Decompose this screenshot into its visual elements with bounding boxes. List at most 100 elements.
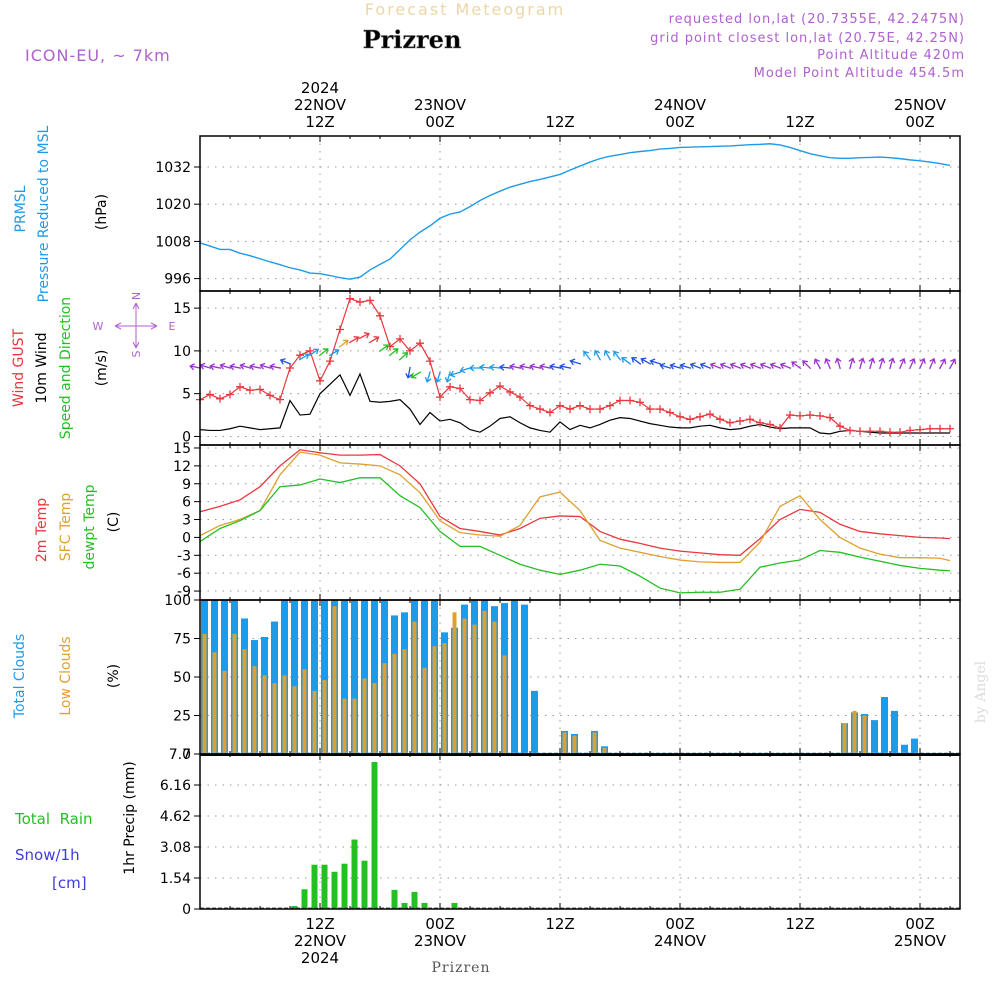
wind-panel: [189, 294, 957, 437]
wind-direction-arrow: [929, 357, 936, 370]
wind-gust-marker: [226, 390, 234, 399]
time-label-bottom: 23NOV: [414, 932, 467, 950]
t2m-line: [199, 449, 951, 556]
wind-gust-marker: [766, 420, 774, 429]
wind-direction-arrow: [719, 362, 732, 369]
wind-gust-marker: [816, 411, 824, 420]
time-label-bottom: 12Z: [785, 915, 814, 933]
wind-direction-arrow: [405, 366, 413, 379]
precip-label-0: Total Rain: [14, 810, 93, 828]
wind-direction-arrow: [488, 363, 502, 371]
wind-direction-arrow: [444, 371, 452, 383]
low-cloud-bar: [842, 723, 847, 754]
low-cloud-bar: [862, 715, 867, 754]
low-cloud-bar: [202, 633, 207, 754]
total-cloud-bar: [871, 720, 878, 754]
low-cloud-bar: [592, 732, 597, 754]
rain-bar: [291, 905, 298, 909]
wind-gust-marker: [566, 405, 574, 414]
wind-gust-marker: [846, 426, 854, 435]
clouds-ytick-label: 0: [182, 747, 191, 763]
low-cloud-bar: [242, 649, 247, 754]
rain-bar: [361, 860, 368, 909]
wind-direction-arrow: [848, 357, 856, 370]
total-cloud-bar: [521, 604, 528, 754]
wind-gust-marker: [516, 393, 524, 402]
wind-gust-marker: [376, 311, 384, 320]
low-cloud-bar: [302, 669, 307, 754]
time-label-top: 00Z: [905, 113, 934, 131]
rain-bar: [451, 902, 458, 909]
wind-direction-arrow: [888, 357, 896, 370]
low-cloud-bar: [412, 621, 417, 754]
wind-gust-marker: [756, 418, 764, 427]
wind-gust-marker: [426, 357, 434, 366]
wind-direction-arrow: [948, 358, 957, 370]
wind-gust-marker: [346, 294, 354, 303]
wind-gust-marker: [456, 384, 464, 393]
temp-ytick-label: 0: [182, 530, 191, 546]
low-cloud-bar: [342, 698, 347, 754]
time-label-bottom: 2024: [301, 949, 339, 967]
wind-gust-marker: [856, 427, 864, 436]
pressure-unit: (hPa): [94, 194, 110, 230]
low-cloud-bar: [352, 698, 357, 754]
precip-ytick-label: 3.08: [160, 840, 191, 856]
wind-direction-arrow: [410, 371, 422, 379]
wind-gust-marker: [866, 427, 874, 436]
wind-labels: Wind GUST 10m Wind Speed and Direction (…: [11, 292, 176, 439]
wind-gust-marker: [946, 424, 954, 433]
pressure-ytick-label: 996: [164, 272, 191, 288]
wind-gust-marker: [576, 401, 584, 410]
wind-gust-marker: [886, 428, 894, 437]
cloud-unit: (%): [106, 664, 122, 688]
wind-gust-marker: [326, 357, 334, 366]
wind-direction-arrow: [229, 363, 242, 371]
panel-frames: 99610081020103205101515129630-3-6-902550…: [155, 135, 961, 918]
wind-direction-arrow: [802, 360, 812, 370]
wind-speed-line: [199, 372, 950, 435]
wind-direction-arrow: [434, 371, 442, 383]
wind-direction-arrow: [739, 362, 752, 369]
wind-gust-marker: [696, 412, 704, 421]
clouds-ytick-label: 50: [173, 670, 191, 686]
wind-direction-arrow: [549, 363, 562, 371]
total-cloud-bar: [321, 600, 328, 754]
wind-gust-marker: [476, 396, 484, 405]
wind-gust-marker: [726, 418, 734, 427]
cloud-label-0: Total Clouds: [12, 634, 28, 719]
time-label-top: 12Z: [305, 113, 334, 131]
low-cloud-bar: [442, 643, 447, 754]
wind-gust-marker: [786, 411, 794, 420]
wind-direction-arrow: [791, 361, 802, 370]
compass-n: N: [130, 292, 143, 300]
wind-direction-arrow: [759, 362, 772, 369]
precip-ytick-label: 7.7: [169, 747, 191, 763]
rain-bar: [371, 762, 378, 909]
wind-label-0: Wind GUST: [11, 328, 27, 407]
clouds-ytick-label: 25: [173, 709, 191, 725]
wind-direction-arrow: [689, 362, 702, 369]
low-cloud-bar: [232, 633, 237, 754]
precip-labels: Total Rain Snow/1h [cm] 1hr Precip (mm): [14, 761, 138, 892]
low-cloud-bar: [572, 735, 577, 754]
time-label-top: 24NOV: [654, 96, 707, 114]
wind-gust-marker: [796, 411, 804, 420]
wind-direction-arrow: [699, 362, 712, 369]
wind-gust-marker: [586, 405, 594, 414]
wind-gust-marker: [616, 396, 624, 405]
wind-label-1: 10m Wind: [34, 332, 50, 403]
low-cloud-bar: [452, 612, 457, 754]
temp-ytick-label: -6: [177, 566, 191, 582]
wind-direction-arrow: [308, 348, 320, 357]
total-cloud-bar: [371, 600, 378, 754]
wind-direction-arrow: [909, 357, 916, 370]
wind-gust-marker: [396, 334, 404, 343]
wind-gust-marker: [896, 428, 904, 437]
wind-gust-marker: [266, 391, 274, 400]
total-cloud-bar: [531, 690, 538, 754]
wind-direction-arrow: [318, 348, 329, 357]
precip-panel: [200, 754, 960, 909]
precip-label-1: Snow/1h: [15, 846, 80, 864]
